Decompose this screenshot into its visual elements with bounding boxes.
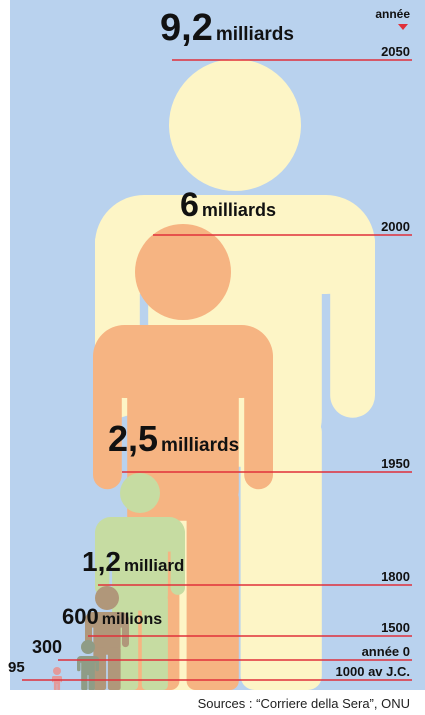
figure-head [53,667,61,675]
population-number: 2,5 [108,418,158,459]
figure-head [169,59,301,191]
year-label: année 0 [362,644,410,659]
figure-head [135,224,231,320]
figure-shoulder [93,325,273,398]
population-unit: milliards [216,24,294,45]
infographic: année 20509,2milliards20006milliards1950… [0,0,425,715]
population-number: 6 [180,186,199,224]
header-label: année [375,7,410,21]
page: année 20509,2milliards20006milliards1950… [0,0,425,715]
source: Sources : “Corriere della Sera”, ONU [198,696,410,711]
population-unit: milliard [124,556,184,575]
population-label: 300 [32,637,62,657]
figure-leg [54,682,57,690]
population-number: 9,2 [160,7,213,49]
population-unit: milliards [161,435,239,456]
figure-head [120,473,160,513]
figure-shoulder [52,676,62,679]
year-label: 1800 [381,569,410,584]
population-number: 1,2 [82,546,121,577]
population-number: 95 [8,659,25,676]
population-unit: millions [102,611,163,628]
year-label: 1000 av J.C. [336,664,410,679]
figure-leg [142,595,168,690]
figure-leg [57,682,60,690]
year-label: 1500 [381,620,410,635]
population-number: 300 [32,637,62,657]
year-label: 2050 [381,44,410,59]
figure-head [81,640,95,654]
figure-leg [108,647,121,690]
year-label: 1950 [381,456,410,471]
population-number: 600 [62,604,99,629]
population-label: 95 [8,659,25,676]
year-label: 2000 [381,219,410,234]
population-unit: milliards [202,200,276,220]
figure-leg [93,647,106,690]
